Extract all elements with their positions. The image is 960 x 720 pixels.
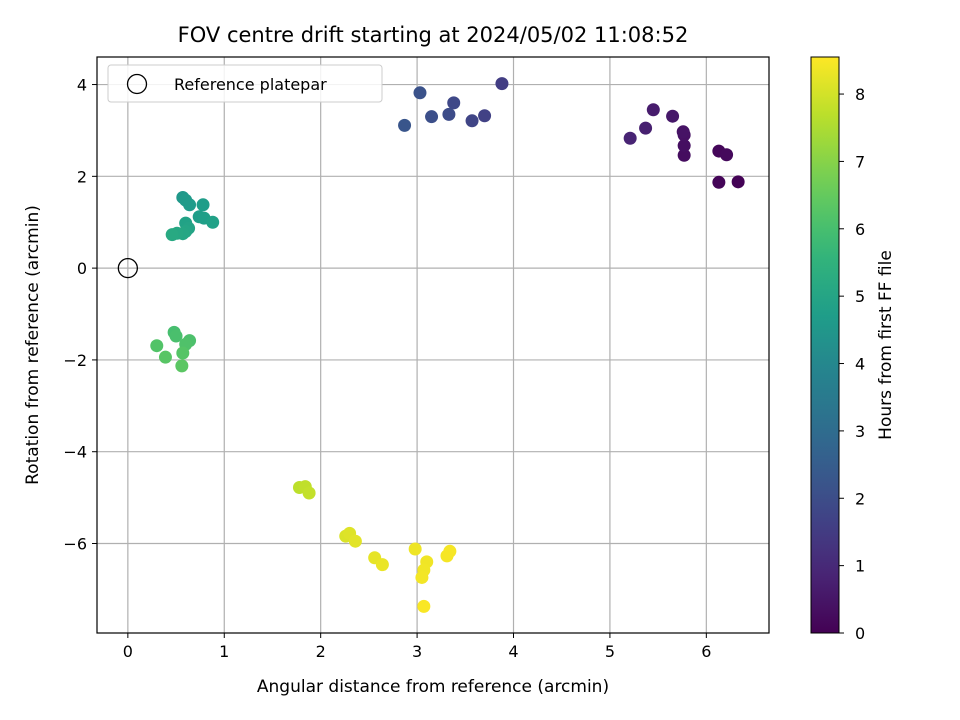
y-tick-label: 4 [77, 76, 87, 95]
scatter-point [720, 148, 734, 162]
scatter-point [408, 542, 422, 556]
scatter-point [425, 110, 439, 124]
colorbar-label: Hours from first FF file [876, 250, 896, 440]
colorbar-bar [810, 56, 840, 634]
reference-marker [117, 257, 139, 279]
scatter-point [206, 215, 220, 229]
scatter-point [731, 175, 745, 189]
scatter-point [415, 570, 429, 584]
colorbar-tick-label: 2 [855, 489, 865, 508]
scatter-point [442, 107, 456, 121]
scatter-point [712, 175, 726, 189]
grid-lines [97, 57, 769, 633]
scatter-point [646, 103, 660, 117]
scatter-point [413, 86, 427, 100]
scatter-point [302, 486, 316, 500]
reference-point [117, 257, 139, 279]
scatter-point [676, 125, 690, 139]
scatter-point [158, 350, 172, 364]
scatter-point [465, 114, 479, 128]
chart-title: FOV centre drift starting at 2024/05/02 … [178, 23, 689, 47]
scatter-point [375, 558, 389, 572]
y-axis-ticks: −6 −4 −2 0 2 4 [63, 76, 97, 554]
colorbar-tick-label: 3 [855, 422, 865, 441]
y-tick-label: 0 [77, 259, 87, 278]
scatter-point [398, 118, 412, 132]
scatter-point [495, 77, 509, 91]
x-tick-label: 3 [412, 642, 422, 661]
legend-label-reference: Reference platepar [174, 75, 327, 94]
y-tick-label: −6 [63, 535, 87, 554]
y-axis-label: Rotation from reference (arcmin) [23, 205, 43, 485]
scatter-point [175, 359, 189, 373]
scatter-point [443, 544, 457, 558]
scatter-point [639, 121, 653, 135]
colorbar-tick-label: 6 [855, 220, 865, 239]
colorbar-tick-label: 7 [855, 152, 865, 171]
x-tick-label: 6 [701, 642, 711, 661]
scatter-point [176, 346, 190, 360]
scatter-point [478, 109, 492, 123]
colorbar-tick-label: 5 [855, 287, 865, 306]
colorbar-tick-label: 8 [855, 85, 865, 104]
x-axis-ticks: 0 1 2 3 4 5 6 [123, 633, 711, 661]
legend-box [107, 64, 383, 103]
colorbar-tick-label: 1 [855, 557, 865, 576]
x-tick-label: 0 [123, 642, 133, 661]
scatter-point [623, 131, 637, 145]
x-tick-label: 2 [316, 642, 326, 661]
scatter-point [677, 139, 691, 153]
y-tick-label: 2 [77, 167, 87, 186]
legend: Reference platepar [107, 64, 383, 103]
data-points [150, 77, 745, 613]
scatter-point [183, 198, 197, 212]
colorbar: 0 1 2 3 4 5 6 7 8 Hours from first FF file [810, 56, 896, 643]
x-axis-label: Angular distance from reference (arcmin) [257, 677, 609, 697]
legend-marker-reference [126, 73, 148, 95]
scatter-point [196, 198, 210, 212]
x-tick-label: 4 [508, 642, 518, 661]
y-tick-label: −4 [63, 443, 87, 462]
x-tick-label: 5 [605, 642, 615, 661]
x-tick-label: 1 [219, 642, 229, 661]
scatter-point [169, 329, 183, 343]
plot-frame [96, 56, 770, 634]
y-tick-label: −2 [63, 351, 87, 370]
colorbar-tick-label: 0 [855, 624, 865, 643]
scatter-point [150, 339, 164, 353]
colorbar-tick-label: 4 [855, 355, 865, 374]
scatter-point [447, 96, 461, 110]
colorbar-ticks: 0 1 2 3 4 5 6 7 8 [839, 85, 865, 643]
scatter-point [677, 148, 691, 162]
scatter-point [348, 534, 362, 548]
scatter-point [165, 228, 179, 242]
scatter-point [666, 109, 680, 123]
scatter-point [417, 599, 431, 613]
